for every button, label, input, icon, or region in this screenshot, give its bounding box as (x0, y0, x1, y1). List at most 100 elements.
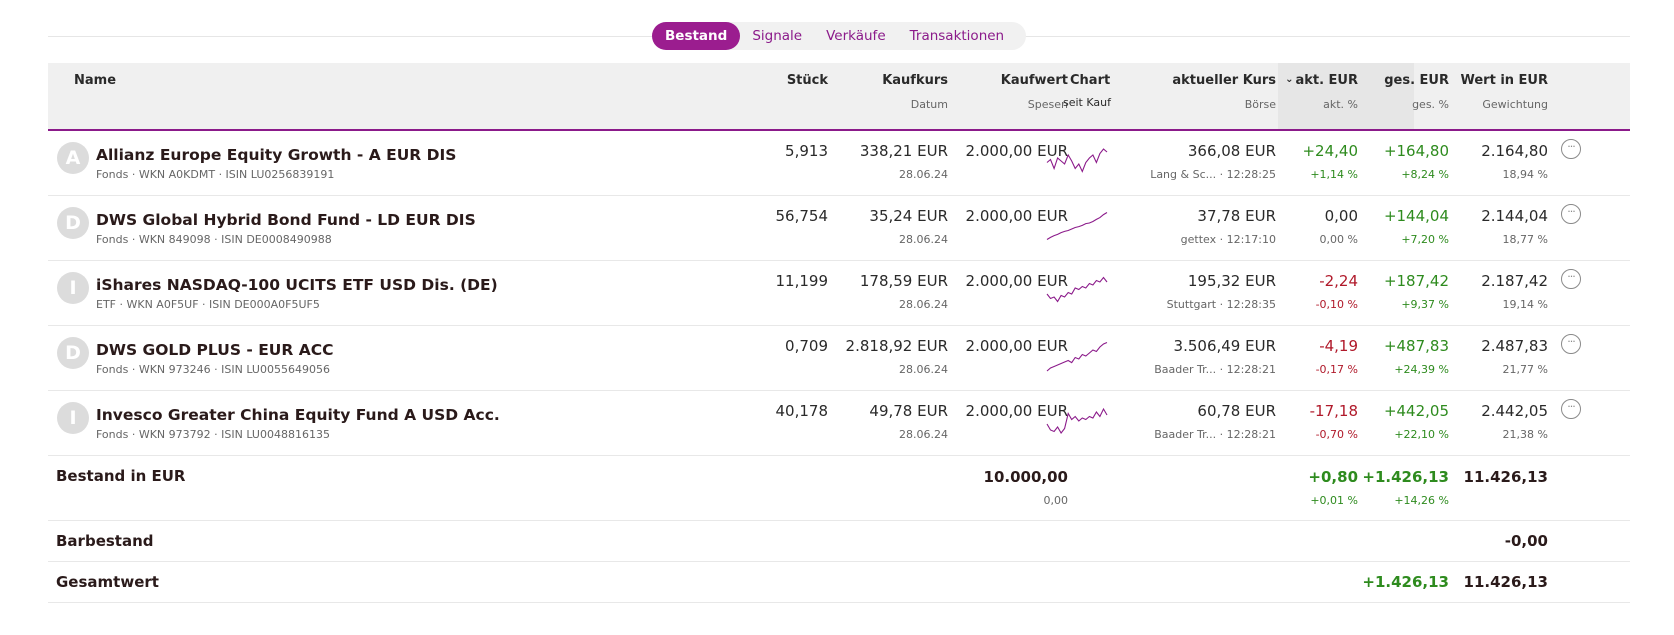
security-name[interactable]: DWS Global Hybrid Bond Fund - LD EUR DIS (96, 211, 476, 229)
sparkline-chart[interactable] (1046, 404, 1108, 438)
barbestand-label: Barbestand (56, 532, 154, 550)
kaufkurs-value: 49,78 EUR (869, 402, 948, 420)
avatar: A (57, 142, 89, 174)
stueck-value: 56,754 (775, 207, 829, 225)
col-aktueller-kurs[interactable]: aktueller Kurs (1172, 73, 1276, 88)
table-row[interactable]: I Invesco Greater China Equity Fund A USD… (48, 391, 1630, 456)
sparkline-chart[interactable] (1046, 209, 1108, 243)
col-kaufwert[interactable]: Kaufwert (1000, 73, 1068, 88)
col-datum[interactable]: Datum (910, 98, 948, 111)
more-options-icon[interactable]: ··· (1561, 139, 1581, 159)
boerse-value: Stuttgart · 12:28:35 (1166, 298, 1276, 311)
col-wert[interactable]: Wert in EUR (1460, 73, 1548, 88)
more-options-icon[interactable]: ··· (1561, 399, 1581, 419)
boerse-value: Baader Tr... · 12:28:21 (1154, 428, 1276, 441)
ges-eur-value: +442,05 (1383, 402, 1449, 420)
col-stueck[interactable]: Stück (786, 73, 828, 88)
ges-pct-value: +7,20 % (1401, 233, 1449, 246)
bestand-wert: 11.426,13 (1463, 468, 1548, 486)
kurs-value: 60,78 EUR (1197, 402, 1276, 420)
barbestand-row: Barbestand -0,00 (48, 521, 1630, 562)
security-name[interactable]: Invesco Greater China Equity Fund A USD … (96, 406, 500, 424)
ges-eur-value: +487,83 (1383, 337, 1449, 355)
tab-signale[interactable]: Signale (752, 28, 803, 44)
portfolio-table: Name Stück Kaufkurs Datum Kaufwert Spese… (48, 63, 1630, 603)
akt-pct-value: -0,70 % (1315, 428, 1358, 441)
datum-value: 28.06.24 (899, 363, 948, 376)
table-header: Name Stück Kaufkurs Datum Kaufwert Spese… (48, 63, 1630, 131)
wert-value: 2.164,80 (1481, 142, 1548, 160)
col-ges-pct[interactable]: ges. % (1412, 98, 1449, 111)
avatar: D (57, 337, 89, 369)
gewichtung-value: 21,38 % (1502, 428, 1548, 441)
table-row[interactable]: A Allianz Europe Equity Growth - A EUR DI… (48, 131, 1630, 196)
avatar: I (57, 272, 89, 304)
ges-eur-value: +144,04 (1383, 207, 1449, 225)
col-akt-pct[interactable]: akt. % (1323, 98, 1358, 111)
sparkline-line (1046, 341, 1108, 372)
gesamtwert-ges-eur: +1.426,13 (1362, 573, 1449, 591)
datum-value: 28.06.24 (899, 233, 948, 246)
security-name[interactable]: DWS GOLD PLUS - EUR ACC (96, 341, 334, 359)
sparkline-chart[interactable] (1046, 274, 1108, 308)
table-row[interactable]: D DWS Global Hybrid Bond Fund - LD EUR DI… (48, 196, 1630, 261)
bestand-akt-pct: +0,01 % (1310, 494, 1358, 507)
kaufkurs-value: 178,59 EUR (859, 272, 948, 290)
col-seit-kauf[interactable]: seit Kauf (1063, 96, 1111, 109)
sparkline-line (1046, 407, 1108, 434)
bestand-kaufwert: 10.000,00 (983, 468, 1068, 486)
kaufwert-value: 2.000,00 EUR (965, 402, 1068, 420)
security-details: Fonds · WKN 973792 · ISIN LU0048816135 (96, 428, 330, 441)
security-name[interactable]: iShares NASDAQ-100 UCITS ETF USD Dis. (D… (96, 276, 498, 294)
col-chart: Chart (1070, 73, 1111, 88)
kaufkurs-value: 338,21 EUR (859, 142, 948, 160)
col-gewichtung[interactable]: Gewichtung (1482, 98, 1548, 111)
col-name[interactable]: Name (74, 73, 117, 88)
more-options-icon[interactable]: ··· (1561, 269, 1581, 289)
kaufwert-value: 2.000,00 EUR (965, 142, 1068, 160)
sparkline-chart[interactable] (1046, 144, 1108, 178)
tab-bestand[interactable]: Bestand (652, 22, 741, 50)
table-row[interactable]: D DWS GOLD PLUS - EUR ACC Fonds · WKN 9732… (48, 326, 1630, 391)
akt-pct-value: -0,10 % (1315, 298, 1358, 311)
tab-verkaeufe[interactable]: Verkäufe (826, 28, 886, 44)
col-ges-eur[interactable]: ges. EUR (1384, 73, 1449, 88)
gewichtung-value: 21,77 % (1502, 363, 1548, 376)
akt-eur-value: +24,40 (1302, 142, 1358, 160)
stueck-value: 0,709 (785, 337, 828, 355)
more-options-icon[interactable]: ··· (1561, 204, 1581, 224)
security-details: ETF · WKN A0F5UF · ISIN DE000A0F5UF5 (96, 298, 320, 311)
kaufkurs-value: 2.818,92 EUR (845, 337, 948, 355)
kaufwert-value: 2.000,00 EUR (965, 272, 1068, 290)
stueck-value: 40,178 (775, 402, 829, 420)
barbestand-wert: -0,00 (1504, 532, 1548, 550)
stueck-value: 11,199 (775, 272, 829, 290)
col-akt-eur[interactable]: ⌄ akt. EUR (1285, 73, 1358, 88)
datum-value: 28.06.24 (899, 428, 948, 441)
security-details: Fonds · WKN 849098 · ISIN DE0008490988 (96, 233, 332, 246)
boerse-value: gettex · 12:17:10 (1180, 233, 1276, 246)
kurs-value: 366,08 EUR (1187, 142, 1276, 160)
sparkline-line (1046, 148, 1108, 173)
akt-eur-value: -17,18 (1309, 402, 1358, 420)
security-name[interactable]: Allianz Europe Equity Growth - A EUR DIS (96, 146, 457, 164)
tab-transaktionen[interactable]: Transaktionen (909, 28, 1005, 44)
wert-value: 2.442,05 (1481, 402, 1548, 420)
sparkline-chart[interactable] (1046, 339, 1108, 373)
sparkline-line (1046, 276, 1108, 303)
col-kaufkurs[interactable]: Kaufkurs (882, 73, 948, 88)
datum-value: 28.06.24 (899, 298, 948, 311)
kurs-value: 3.506,49 EUR (1173, 337, 1276, 355)
gewichtung-value: 18,94 % (1502, 168, 1548, 181)
wert-value: 2.187,42 (1481, 272, 1548, 290)
ges-eur-value: +164,80 (1383, 142, 1449, 160)
gewichtung-value: 18,77 % (1502, 233, 1548, 246)
boerse-value: Lang & Sc... · 12:28:25 (1150, 168, 1276, 181)
col-boerse[interactable]: Börse (1244, 98, 1276, 111)
kaufwert-value: 2.000,00 EUR (965, 207, 1068, 225)
bestand-label: Bestand in EUR (56, 467, 186, 485)
col-spesen[interactable]: Spesen (1027, 98, 1068, 111)
more-options-icon[interactable]: ··· (1561, 334, 1581, 354)
boerse-value: Baader Tr... · 12:28:21 (1154, 363, 1276, 376)
